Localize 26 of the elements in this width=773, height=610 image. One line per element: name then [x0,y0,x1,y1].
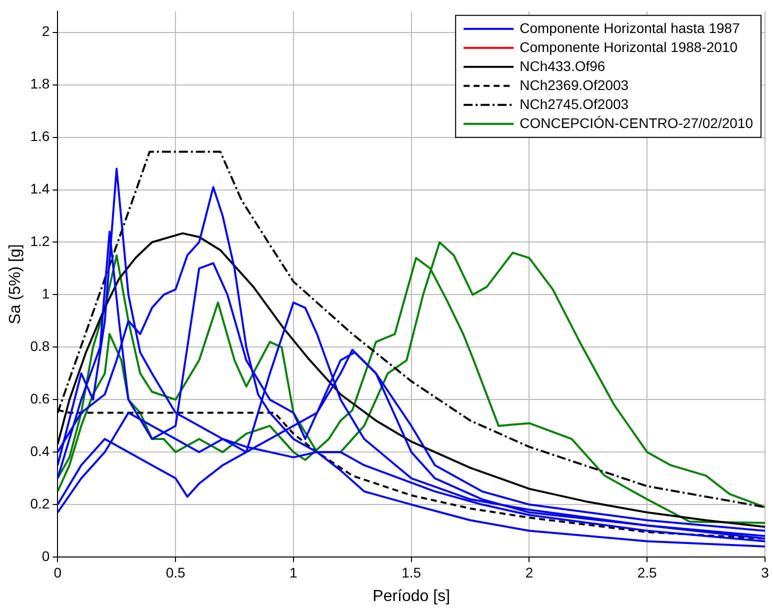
x-tick-label: 0 [54,564,62,580]
y-tick-label: 2 [42,23,50,40]
y-tick-label: 0 [42,548,50,564]
y-tick-label: 0.4 [30,442,50,459]
x-tick-label: 1.5 [402,564,422,580]
y-tick-label: 1.4 [30,180,50,197]
y-tick-label: 0.8 [30,338,50,354]
x-tick-label: 2 [525,564,534,580]
x-tick-label: 3 [761,564,770,580]
y-tick-label: 1 [42,286,50,302]
x-tick-label: 1 [290,564,298,580]
legend-label: Componente Horizontal hasta 1987 [520,20,740,36]
y-tick-label: 1.2 [30,233,50,250]
y-axis-title: Sa (5%) [g] [7,244,24,324]
y-tick-label: 0.6 [30,390,50,406]
x-tick-label: 0.5 [166,564,186,580]
legend-label: CONCEPCIÓN-CENTRO-27/02/2010 [520,114,754,131]
legend-label: Componente Horizontal 1988-2010 [520,38,738,55]
y-tick-label: 1.8 [30,76,50,92]
legend-label: NCh2369.Of2003 [520,76,629,93]
x-tick-label: 2.5 [637,564,658,580]
legend-label: NCh433.Of96 [520,58,606,74]
y-tick-label: 1.6 [30,128,50,144]
y-tick-label: 0.2 [30,495,50,512]
x-axis-title: Período [s] [372,588,450,605]
legend-label: NCh2745.Of2003 [520,96,629,112]
